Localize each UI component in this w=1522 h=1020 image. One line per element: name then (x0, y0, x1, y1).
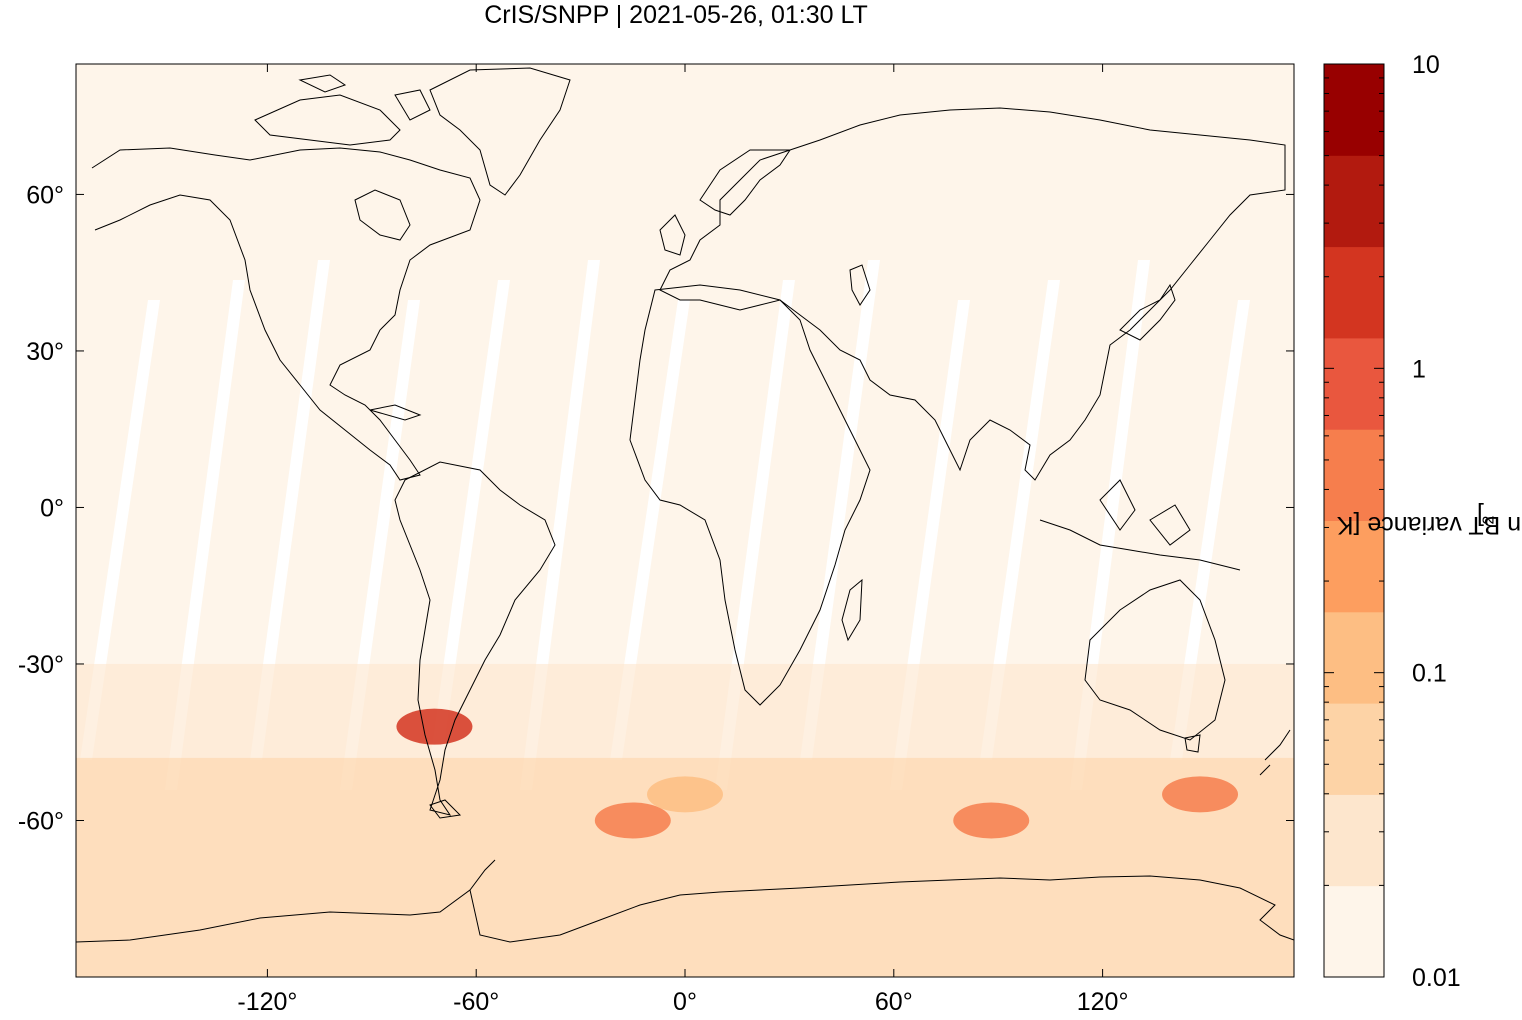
colorbar-tick-label: 0.01 (1412, 964, 1461, 992)
coastline-british-isles (659, 214, 686, 256)
colorbar-segment (1324, 794, 1384, 887)
swath-gaps (80, 260, 1250, 790)
coastline-tierra-del-fuego (429, 799, 462, 819)
colorbar-segment (1324, 611, 1384, 704)
coastline-caspian-sea (849, 264, 871, 306)
colorbar: 10 1 0.1 0.01 (1323, 51, 1461, 992)
colorbar-segment (1324, 703, 1384, 795)
swath-gap (520, 260, 600, 790)
colorbar-tick-label: 0.1 (1412, 660, 1447, 688)
coastline-australia (1084, 579, 1226, 741)
coastline-indonesia (1039, 479, 1241, 571)
swath-gap (980, 280, 1060, 760)
coastline-antarctica (76, 875, 1294, 943)
swath-gap (1170, 300, 1250, 760)
map-ticks: -120° -60° 0° 60° 120° 60° 30° 0° -30° -60° (18, 64, 1294, 1016)
coastlines (76, 67, 1294, 943)
page-title: CrIS/SNPP | 2021-05-26, 01:30 LT (484, 1, 868, 29)
lat-tick-label: 60° (26, 181, 64, 209)
swath-gap (80, 300, 160, 760)
swath-gap (1070, 260, 1150, 790)
colorbar-title-text: 4.3 micron BT variance [K (1336, 510, 1522, 539)
lon-tick-label: 0° (673, 988, 697, 1016)
swath-gap (800, 260, 880, 760)
variance-field (76, 663, 1294, 977)
lon-tick-label: -120° (237, 988, 297, 1016)
coastline-europe-asia (659, 107, 1286, 481)
coastline-antarctic-peninsula (469, 859, 496, 891)
colorbar-segment (1324, 155, 1384, 248)
lon-tick-label: -60° (453, 988, 499, 1016)
lat-tick-label: 0° (40, 494, 64, 522)
variance-hotspot (396, 708, 473, 745)
coastline-greenland (429, 67, 571, 196)
variance-hotspot (594, 802, 671, 839)
coastline-north-america (91, 147, 481, 481)
coastline-africa (629, 284, 871, 706)
coastline-japan (1119, 283, 1176, 341)
variance-hotspot (647, 776, 723, 813)
variance-hotspot (953, 802, 1030, 839)
coastline-south-america (394, 461, 556, 816)
lat-tick-label: -60° (18, 807, 64, 835)
swath-gap (715, 280, 795, 790)
colorbar-segment (1324, 246, 1384, 339)
coastline-canadian-archipelago (254, 74, 431, 146)
lon-tick-label: 120° (1077, 988, 1129, 1016)
colorbar-segment (1324, 429, 1384, 521)
colorbar-tick-label: 10 (1412, 51, 1440, 79)
swath-gap (250, 260, 330, 760)
lat-tick-label: 30° (26, 338, 64, 366)
lat-tick-label: -30° (18, 651, 64, 679)
coastline-new-zealand (1259, 729, 1291, 776)
lon-tick-label: 60° (875, 988, 913, 1016)
coastline-hudson-bay (354, 189, 411, 241)
colorbar-segment (1324, 337, 1384, 430)
swath-gap (165, 280, 245, 790)
colorbar-segment (1324, 885, 1384, 978)
swath-gap (430, 280, 510, 760)
colorbar-tick-label: 1 (1412, 355, 1426, 383)
coastline-scandinavia (699, 149, 791, 216)
coastline-cuba (369, 404, 422, 421)
colorbar-frame (1323, 63, 1385, 978)
colorbar-segment (1324, 64, 1384, 156)
coastline-tasmania (1184, 734, 1201, 753)
colorbar-title-end: ] (1476, 502, 1484, 531)
map-plot-area (76, 64, 1294, 977)
coastline-madagascar (841, 578, 863, 642)
swath-gap (610, 300, 690, 760)
variance-hotspot (1162, 776, 1239, 813)
colorbar-segment (1324, 520, 1384, 613)
